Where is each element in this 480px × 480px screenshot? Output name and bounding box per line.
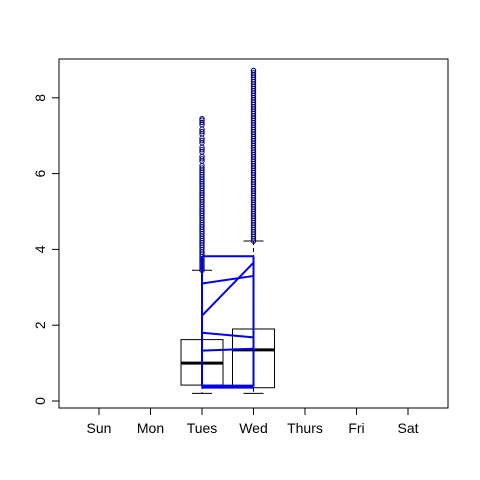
x-tick-label: Sun [87,420,112,436]
y-axis: 0 2 4 6 8 [32,94,60,405]
outlier-point [199,128,205,135]
overlay-segment [201,331,254,339]
outlier-point [199,119,205,126]
y-tick-label: 6 [32,169,48,177]
outlier-point [199,137,205,144]
outlier-point [250,67,257,74]
overlay-segment [201,274,254,285]
x-tick-label: Fri [348,420,364,436]
boxes [180,67,275,394]
x-axis: Sun Mon Tues Wed Thurs Fri Sat [87,407,419,436]
x-tick-label: Tues [187,420,218,436]
outlier-point [199,147,205,153]
x-tick-label: Thurs [287,420,323,436]
outlier-point [199,115,205,122]
y-tick-label: 2 [32,321,48,329]
outlier-point [199,156,205,162]
x-tick-label: Wed [239,420,268,436]
x-tick-label: Mon [137,420,164,436]
outlier-point [199,165,205,171]
y-tick-label: 4 [32,245,48,253]
outlier-point [250,70,257,76]
y-tick-label: 8 [32,94,48,102]
y-tick-label: 0 [32,397,48,405]
x-tick-label: Sat [397,420,418,436]
blue-overlay [201,255,255,389]
overlay-segment [201,347,254,352]
overlay-segment [201,261,255,317]
